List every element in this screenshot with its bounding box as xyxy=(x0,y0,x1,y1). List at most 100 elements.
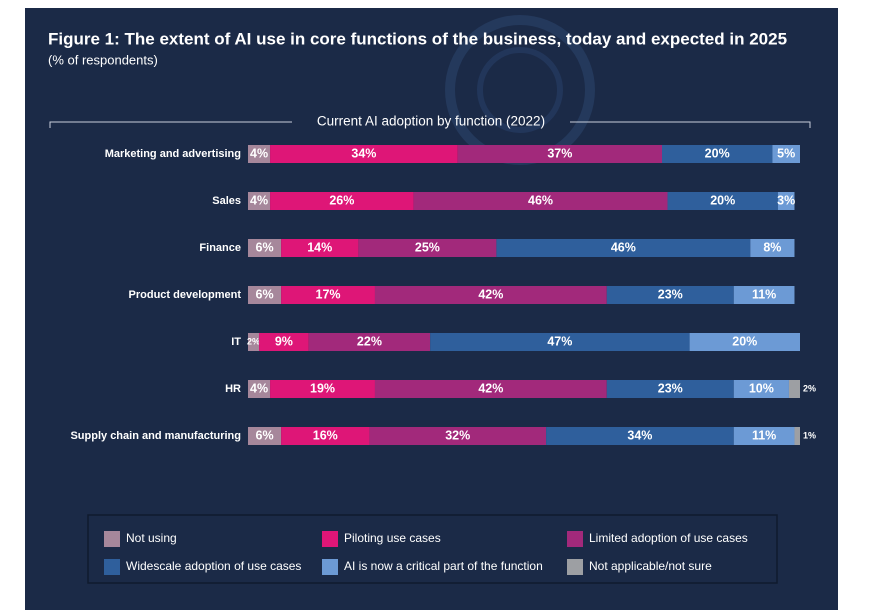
category-label: Supply chain and manufacturing xyxy=(70,430,241,442)
value-label: 23% xyxy=(658,287,683,301)
value-label: 14% xyxy=(307,240,332,254)
bar-segment xyxy=(308,333,431,351)
bar-segment xyxy=(270,192,414,210)
value-label: 19% xyxy=(310,381,335,395)
value-label: 37% xyxy=(547,146,572,160)
bar-segment xyxy=(413,192,668,210)
value-label: 47% xyxy=(547,334,572,348)
bar-segment xyxy=(248,192,271,210)
bar-segment xyxy=(667,192,778,210)
bar-segment xyxy=(248,333,260,351)
bar-segment xyxy=(606,286,734,304)
bar-segment xyxy=(794,427,800,445)
panel xyxy=(25,8,838,610)
legend-label: Piloting use cases xyxy=(344,531,441,545)
section-label: Current AI adoption by function (2022) xyxy=(317,114,545,129)
bar-segment xyxy=(248,286,282,304)
value-label: 2% xyxy=(247,336,260,346)
bar-segment xyxy=(270,380,375,398)
bar-segment xyxy=(358,239,497,257)
value-label: 5% xyxy=(777,146,795,160)
legend-label: Not using xyxy=(126,531,177,545)
value-label: 4% xyxy=(250,193,268,207)
chart-title: Figure 1: The extent of AI use in core f… xyxy=(48,29,787,48)
value-label: 4% xyxy=(250,146,268,160)
legend-swatch xyxy=(567,531,583,547)
bar-segment xyxy=(457,145,662,163)
legend-box xyxy=(87,514,778,584)
value-label: 23% xyxy=(658,381,683,395)
value-label: 20% xyxy=(732,334,757,348)
bar-segment xyxy=(777,192,795,210)
legend-label: AI is now a critical part of the functio… xyxy=(344,559,543,573)
value-label: 10% xyxy=(749,381,774,395)
value-label: 6% xyxy=(256,428,274,442)
bar-segment xyxy=(259,333,309,351)
legend-label: Widescale adoption of use cases xyxy=(126,559,301,573)
value-label: 46% xyxy=(611,240,636,254)
value-label: 34% xyxy=(627,428,652,442)
value-label: 26% xyxy=(329,193,354,207)
legend-label: Not applicable/not sure xyxy=(589,559,712,573)
legend-swatch xyxy=(567,559,583,575)
bar-segment xyxy=(281,427,370,445)
legend-swatch xyxy=(322,559,338,575)
value-label: 22% xyxy=(357,334,382,348)
chart-subtitle: (% of respondents) xyxy=(48,52,158,67)
value-label: 11% xyxy=(752,428,776,442)
value-label: 17% xyxy=(316,287,341,301)
value-label: 6% xyxy=(256,240,274,254)
category-label: IT xyxy=(231,336,241,348)
bar-segment xyxy=(546,427,734,445)
bar-segment xyxy=(733,427,795,445)
value-label: 2% xyxy=(803,383,816,393)
value-label: 34% xyxy=(351,146,376,160)
category-label: Product development xyxy=(129,289,242,301)
bar-segment xyxy=(772,145,800,163)
category-label: Sales xyxy=(212,195,241,207)
value-label: 4% xyxy=(250,381,268,395)
value-label: 42% xyxy=(478,287,503,301)
value-label: 42% xyxy=(478,381,503,395)
value-label: 1% xyxy=(803,430,816,440)
legend-swatch xyxy=(322,531,338,547)
category-label: HR xyxy=(225,383,241,395)
value-label: 20% xyxy=(710,193,735,207)
bar-segment xyxy=(248,145,271,163)
bar-segment xyxy=(281,239,359,257)
bar-segment xyxy=(733,286,795,304)
legend-label: Limited adoption of use cases xyxy=(589,531,748,545)
value-label: 32% xyxy=(445,428,470,442)
value-label: 25% xyxy=(415,240,440,254)
value-label: 16% xyxy=(313,428,338,442)
value-label: 3% xyxy=(777,193,795,207)
bar-segment xyxy=(281,286,375,304)
bar-segment xyxy=(733,380,789,398)
bar-segment xyxy=(374,286,607,304)
category-label: Finance xyxy=(199,242,241,254)
legend-swatch xyxy=(104,531,120,547)
bar-segment xyxy=(374,380,607,398)
section-bracket xyxy=(49,121,811,128)
bar-segment xyxy=(750,239,795,257)
value-label: 20% xyxy=(705,146,730,160)
category-label: Marketing and advertising xyxy=(105,148,241,160)
bar-segment xyxy=(496,239,751,257)
bar-segment xyxy=(248,239,282,257)
bar-segment xyxy=(788,380,800,398)
bar-segment xyxy=(689,333,800,351)
value-label: 6% xyxy=(256,287,274,301)
value-label: 46% xyxy=(528,193,553,207)
value-label: 9% xyxy=(275,334,293,348)
legend-swatch xyxy=(104,559,120,575)
bar-segment xyxy=(369,427,547,445)
bar-segment xyxy=(606,380,734,398)
value-label: 11% xyxy=(752,287,776,301)
bar-segment xyxy=(270,145,458,163)
value-label: 8% xyxy=(763,240,781,254)
bar-segment xyxy=(248,427,282,445)
decoration xyxy=(477,47,563,133)
bar-segment xyxy=(430,333,690,351)
